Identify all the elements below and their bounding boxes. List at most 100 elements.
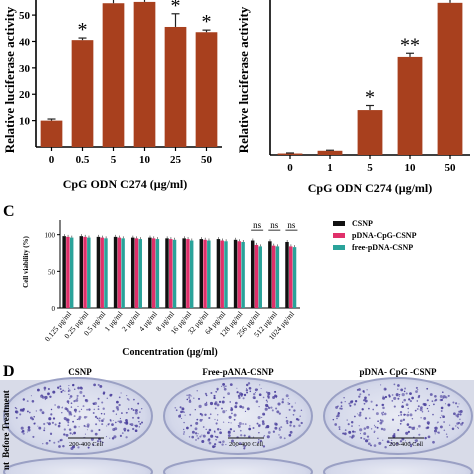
- colony: [335, 405, 339, 409]
- colony: [41, 411, 45, 415]
- colony: [59, 385, 62, 388]
- colony: [196, 435, 198, 437]
- panel-a-chart: Relative luciferase activity CpG ODN C27…: [2, 0, 222, 191]
- colony: [409, 413, 413, 417]
- colony: [140, 421, 144, 424]
- colony: [219, 431, 222, 435]
- legend-swatch: [333, 245, 345, 250]
- colony: [221, 407, 223, 410]
- significance-marker: *: [365, 87, 375, 109]
- colony: [446, 436, 449, 438]
- colony: [261, 420, 265, 423]
- ns-label: ns: [270, 220, 279, 230]
- colony: [354, 431, 356, 433]
- colony: [59, 388, 62, 390]
- colony: [15, 416, 18, 419]
- colony: [19, 408, 23, 412]
- colony: [228, 415, 232, 419]
- colony: [112, 410, 115, 413]
- colony: [241, 406, 245, 409]
- colony: [352, 430, 355, 433]
- colony-dish: 200-400 Cell: [323, 377, 473, 474]
- colony: [68, 414, 71, 416]
- colony: [295, 417, 299, 421]
- colony: [347, 423, 350, 426]
- colony: [434, 399, 436, 402]
- colony: [102, 441, 104, 444]
- x-tick-label: 50: [445, 162, 457, 174]
- colony: [411, 396, 414, 400]
- colony: [401, 401, 404, 404]
- colony: [233, 430, 235, 432]
- significance-marker: *: [78, 19, 88, 41]
- colony: [381, 412, 383, 414]
- colony: [138, 426, 140, 428]
- bar-csnp: [79, 236, 84, 308]
- colony: [231, 439, 234, 443]
- colony: [43, 386, 47, 390]
- colony: [376, 426, 379, 429]
- colony: [339, 407, 342, 410]
- colony: [62, 406, 64, 408]
- colony: [254, 392, 256, 394]
- bar-pdna-cpg-csnp: [151, 238, 156, 308]
- colony: [183, 431, 186, 433]
- colony: [202, 434, 206, 438]
- colony: [447, 394, 450, 397]
- colony: [416, 408, 419, 410]
- colony: [229, 401, 231, 403]
- colony: [261, 416, 263, 418]
- bar-free-pdna-csnp: [155, 239, 160, 308]
- colony: [76, 394, 79, 397]
- colony: [275, 407, 278, 410]
- colony: [102, 391, 106, 394]
- colony: [43, 427, 46, 429]
- colony: [204, 413, 207, 417]
- colony: [69, 397, 71, 400]
- colony: [76, 418, 79, 421]
- colony: [351, 425, 353, 428]
- colony: [263, 436, 265, 438]
- colony: [102, 407, 105, 410]
- colony: [80, 408, 83, 410]
- colony: [186, 398, 189, 401]
- colony: [382, 439, 384, 441]
- colony: [115, 421, 117, 424]
- colony: [459, 413, 462, 416]
- colony: [418, 433, 421, 436]
- colony: [204, 392, 207, 395]
- colony: [19, 413, 22, 416]
- colony: [439, 395, 443, 398]
- colony: [82, 394, 86, 398]
- colony: [73, 388, 76, 390]
- colony: [68, 428, 72, 431]
- colony: [363, 437, 366, 440]
- colony: [43, 422, 46, 426]
- colony: [440, 410, 443, 412]
- colony: [68, 389, 71, 392]
- x-tick-label: 50: [201, 154, 213, 166]
- colony: [354, 400, 358, 403]
- colony: [73, 399, 76, 403]
- colony: [216, 389, 219, 391]
- colony: [261, 422, 265, 426]
- colony: [63, 416, 67, 421]
- colony: [26, 410, 29, 413]
- colony: [399, 422, 402, 425]
- bar-pdna-cpg-csnp: [203, 239, 207, 308]
- y-tick-label: 10: [19, 116, 31, 128]
- bar: [40, 120, 63, 147]
- bar-pdna-cpg-csnp: [117, 237, 122, 308]
- colony: [238, 442, 242, 446]
- colony: [54, 404, 56, 406]
- legend-swatch: [333, 221, 345, 226]
- colony: [278, 412, 281, 415]
- colony: [68, 411, 72, 415]
- colony: [338, 428, 341, 430]
- colony: [258, 393, 262, 397]
- colony: [382, 406, 385, 410]
- colony: [417, 389, 419, 391]
- colony: [213, 394, 216, 397]
- bar-free-pdna-csnp: [189, 240, 194, 308]
- colony: [92, 412, 95, 414]
